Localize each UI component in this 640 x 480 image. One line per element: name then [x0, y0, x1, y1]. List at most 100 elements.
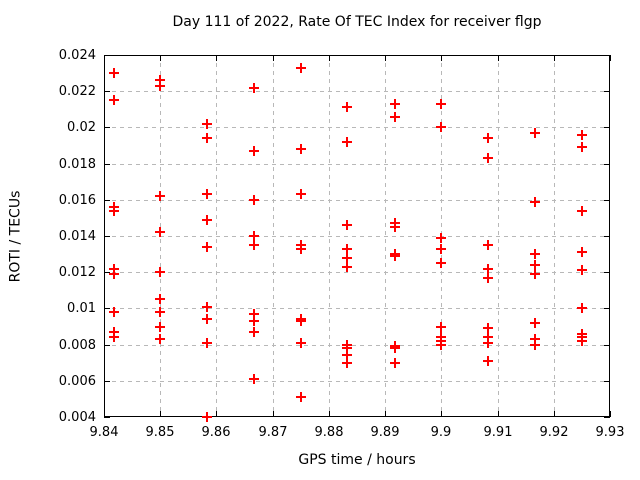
data-point-marker	[202, 215, 212, 225]
data-point-marker	[202, 338, 212, 348]
data-point-marker	[155, 81, 165, 91]
data-point-marker	[390, 343, 400, 353]
x-tick-label: 9.93	[595, 425, 625, 440]
data-point-marker	[530, 340, 540, 350]
grid-line-horizontal	[104, 308, 610, 309]
data-point-marker	[483, 323, 493, 333]
data-point-marker	[249, 374, 259, 384]
data-point-marker	[249, 316, 259, 326]
grid-line-vertical	[385, 55, 386, 417]
data-point-marker	[530, 197, 540, 207]
y-tick-mark	[604, 272, 610, 273]
data-point-marker	[296, 392, 306, 402]
data-point-marker	[155, 322, 165, 332]
grid-line-vertical	[273, 55, 274, 417]
x-tick-label: 9.92	[539, 425, 569, 440]
x-tick-mark	[610, 411, 611, 417]
data-point-marker	[249, 146, 259, 156]
data-point-marker	[530, 334, 540, 344]
data-point-marker	[109, 68, 119, 78]
y-tick-mark	[104, 164, 110, 165]
data-point-marker	[109, 332, 119, 342]
y-tick-label: 0.008	[58, 338, 96, 353]
data-point-marker	[296, 63, 306, 73]
data-point-marker	[155, 267, 165, 277]
data-point-marker	[436, 233, 446, 243]
x-tick-mark	[385, 411, 386, 417]
y-tick-mark	[104, 200, 110, 201]
grid-line-horizontal	[104, 272, 610, 273]
data-point-marker	[296, 338, 306, 348]
data-point-marker	[577, 303, 587, 313]
data-point-marker	[202, 189, 212, 199]
data-point-marker	[483, 332, 493, 342]
data-point-marker	[577, 142, 587, 152]
data-point-marker	[342, 244, 352, 254]
x-tick-mark	[216, 411, 217, 417]
data-point-marker	[436, 258, 446, 268]
data-point-marker	[483, 153, 493, 163]
data-point-marker	[530, 318, 540, 328]
grid-line-horizontal	[104, 200, 610, 201]
data-point-marker	[483, 356, 493, 366]
data-point-marker	[342, 253, 352, 263]
data-point-marker	[342, 343, 352, 353]
x-tick-mark	[498, 411, 499, 417]
grid-line-horizontal	[104, 91, 610, 92]
y-tick-mark	[104, 127, 110, 128]
data-point-marker	[249, 309, 259, 319]
data-point-marker	[342, 137, 352, 147]
data-point-marker	[390, 222, 400, 232]
x-tick-mark	[554, 55, 555, 61]
data-point-marker	[577, 206, 587, 216]
data-point-marker	[436, 244, 446, 254]
data-point-marker	[249, 240, 259, 250]
y-tick-mark	[104, 381, 110, 382]
y-tick-mark	[604, 345, 610, 346]
data-point-marker	[109, 206, 119, 216]
x-tick-mark	[441, 55, 442, 61]
data-point-marker	[390, 112, 400, 122]
grid-line-vertical	[329, 55, 330, 417]
y-tick-mark	[104, 308, 110, 309]
x-tick-label: 9.9	[430, 425, 452, 440]
y-tick-mark	[104, 236, 110, 237]
y-tick-mark	[104, 272, 110, 273]
data-point-marker	[436, 322, 446, 332]
y-tick-mark	[104, 345, 110, 346]
data-point-marker	[249, 231, 259, 241]
y-tick-mark	[604, 308, 610, 309]
data-point-marker	[296, 189, 306, 199]
x-tick-mark	[441, 411, 442, 417]
x-tick-mark	[498, 55, 499, 61]
y-tick-label: 0.024	[58, 48, 96, 63]
data-point-marker	[483, 273, 493, 283]
data-point-marker	[436, 122, 446, 132]
data-point-marker	[390, 251, 400, 261]
y-tick-mark	[104, 55, 110, 56]
data-point-marker	[577, 336, 587, 346]
data-point-marker	[342, 358, 352, 368]
data-point-marker	[155, 307, 165, 317]
grid-line-vertical	[216, 55, 217, 417]
data-point-marker	[577, 265, 587, 275]
data-point-marker	[155, 227, 165, 237]
data-point-marker	[109, 95, 119, 105]
x-tick-mark	[610, 55, 611, 61]
data-point-marker	[530, 260, 540, 270]
grid-line-vertical	[554, 55, 555, 417]
grid-line-horizontal	[104, 345, 610, 346]
data-point-marker	[483, 133, 493, 143]
data-point-marker	[155, 334, 165, 344]
data-point-marker	[202, 302, 212, 312]
data-point-marker	[483, 264, 493, 274]
grid-line-horizontal	[104, 236, 610, 237]
data-point-marker	[202, 119, 212, 129]
data-point-marker	[577, 247, 587, 257]
data-point-marker	[436, 340, 446, 350]
x-tick-mark	[273, 55, 274, 61]
data-point-marker	[249, 195, 259, 205]
x-tick-mark	[160, 411, 161, 417]
x-tick-mark	[104, 55, 105, 61]
x-tick-label: 9.88	[314, 425, 344, 440]
